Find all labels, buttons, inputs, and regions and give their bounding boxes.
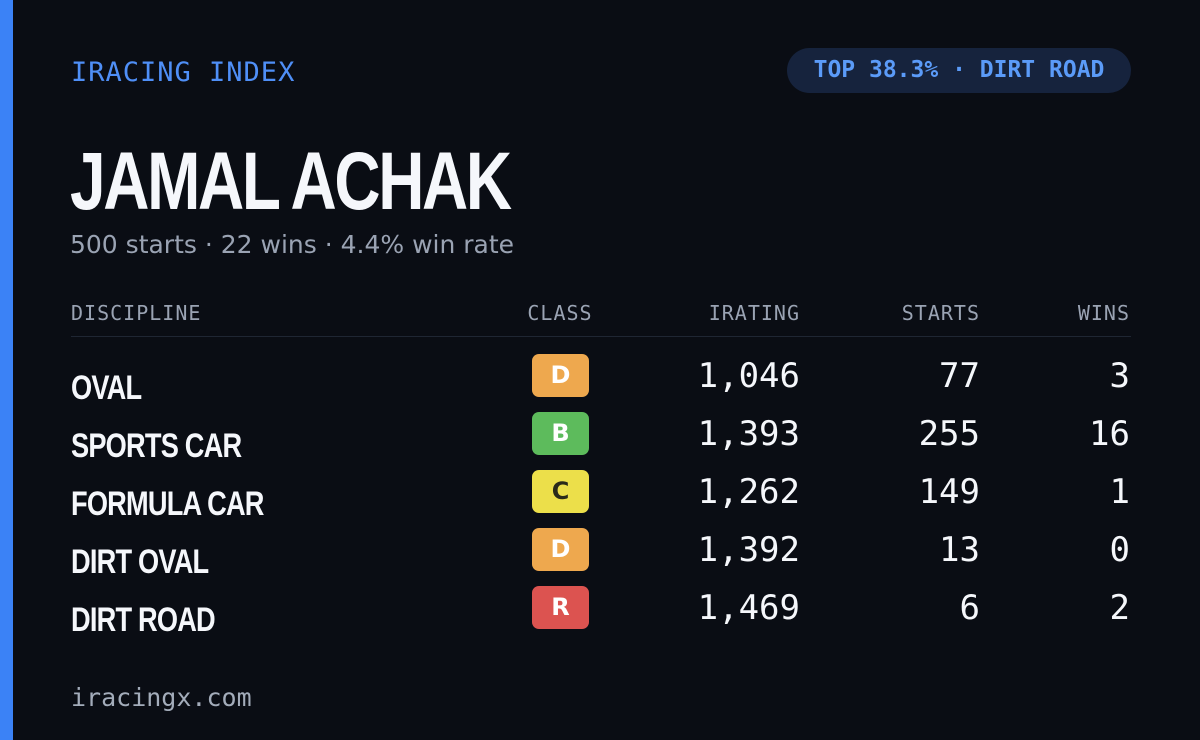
discipline-label: SPORTS CAR xyxy=(71,427,242,465)
wins-value: 16 xyxy=(1089,414,1130,454)
table-row: OVAL D 1,046 77 3 xyxy=(0,354,1200,412)
wins-value: 0 xyxy=(1109,530,1130,570)
wins-value: 1 xyxy=(1109,472,1130,512)
brand-title: IRACING INDEX xyxy=(71,57,296,88)
wins-value: 2 xyxy=(1109,588,1130,628)
license-class-badge: D xyxy=(532,528,589,571)
wins-value: 3 xyxy=(1109,356,1130,396)
table-header-divider xyxy=(71,336,1131,337)
license-class-badge: C xyxy=(532,470,589,513)
starts-value: 149 xyxy=(918,472,980,512)
driver-name: JAMAL ACHAK xyxy=(70,136,512,227)
table-row: SPORTS CAR B 1,393 255 16 xyxy=(0,412,1200,470)
percentile-badge: TOP 38.3% · DIRT ROAD xyxy=(787,48,1131,93)
column-header-class: CLASS xyxy=(527,301,593,325)
accent-bar xyxy=(0,0,13,740)
table-row: FORMULA CAR C 1,262 149 1 xyxy=(0,470,1200,528)
license-class-badge: R xyxy=(532,586,589,629)
irating-value: 1,262 xyxy=(697,472,800,512)
license-class-badge: D xyxy=(532,354,589,397)
starts-value: 6 xyxy=(959,588,980,628)
discipline-label: DIRT OVAL xyxy=(71,543,209,581)
driver-summary: 500 starts · 22 wins · 4.4% win rate xyxy=(70,230,515,259)
starts-value: 77 xyxy=(939,356,980,396)
irating-value: 1,393 xyxy=(697,414,800,454)
starts-value: 255 xyxy=(918,414,980,454)
column-header-starts: STARTS xyxy=(901,301,980,325)
irating-value: 1,046 xyxy=(697,356,800,396)
column-header-wins: WINS xyxy=(1077,301,1130,325)
column-header-discipline: DISCIPLINE xyxy=(71,301,202,325)
column-header-irating: IRATING xyxy=(708,301,800,325)
irating-value: 1,392 xyxy=(697,530,800,570)
discipline-label: OVAL xyxy=(71,369,142,407)
discipline-label: FORMULA CAR xyxy=(71,485,264,523)
license-class-badge: B xyxy=(532,412,589,455)
table-row: DIRT OVAL D 1,392 13 0 xyxy=(0,528,1200,586)
footer-site: iracingx.com xyxy=(71,683,252,712)
discipline-label: DIRT ROAD xyxy=(71,601,216,639)
irating-value: 1,469 xyxy=(697,588,800,628)
starts-value: 13 xyxy=(939,530,980,570)
table-row: DIRT ROAD R 1,469 6 2 xyxy=(0,586,1200,644)
